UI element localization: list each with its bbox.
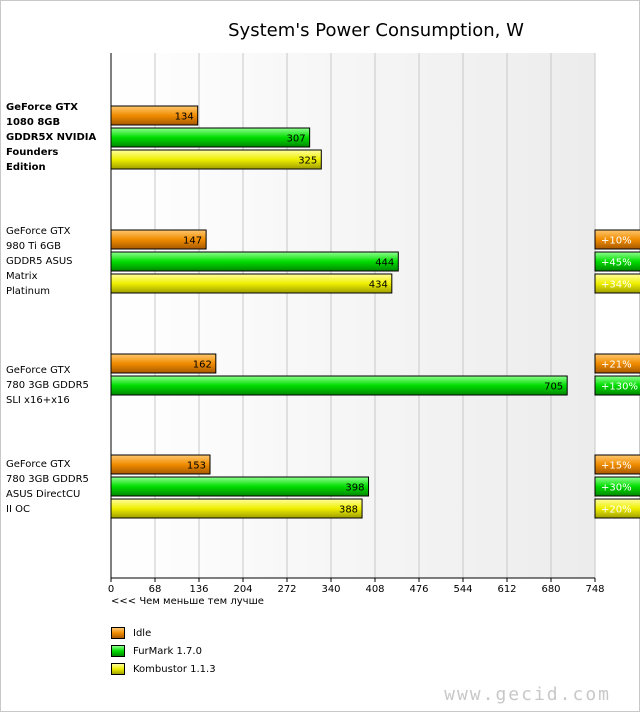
category-label-line: Matrix xyxy=(6,271,38,282)
x-tick-label: 272 xyxy=(277,584,296,595)
category-label: GeForce GTX 980 Ti 6GB GDDR5 ASUS Matrix Pla… xyxy=(6,224,106,299)
bar-idle xyxy=(110,454,211,475)
legend-item: FurMark 1.7.0 xyxy=(111,642,216,660)
delta-badge xyxy=(594,251,640,272)
category-label-line: GDDR5X NVIDIA xyxy=(6,132,97,143)
delta-label: +34% xyxy=(601,280,632,291)
bar-idle xyxy=(110,105,199,126)
legend-label: Kombustor 1.1.3 xyxy=(133,663,216,675)
delta-badge xyxy=(594,454,640,475)
delta-badge xyxy=(594,476,640,497)
delta-badge xyxy=(594,353,640,374)
x-tick-label: 680 xyxy=(541,584,560,595)
category-label-line: 980 Ti 6GB xyxy=(6,241,61,252)
bar-value-label: 153 xyxy=(187,461,206,472)
delta-badge xyxy=(594,498,640,519)
category-label-line: Platinum xyxy=(6,286,51,297)
x-tick-label: 408 xyxy=(365,584,384,595)
legend: Idle FurMark 1.7.0 Kombustor 1.1.3 xyxy=(111,624,216,678)
delta-label: +21% xyxy=(601,360,632,371)
bar-value-label: 398 xyxy=(345,483,364,494)
delta-label: +45% xyxy=(601,258,632,269)
delta-label: +15% xyxy=(601,461,632,472)
chart-title: System's Power Consumption, W xyxy=(228,20,524,41)
legend-swatch xyxy=(111,627,125,639)
x-tick-label: 340 xyxy=(321,584,340,595)
x-axis-label: <<< Чем меньше тем лучше xyxy=(111,596,264,607)
x-tick-label: 204 xyxy=(233,584,252,595)
category-label-line: GDDR5 ASUS xyxy=(6,256,73,267)
category-label-line: II OC xyxy=(6,503,30,515)
delta-badge xyxy=(594,229,640,250)
delta-label: +30% xyxy=(601,483,632,494)
bar-furmark xyxy=(110,375,568,396)
x-tick-label: 748 xyxy=(585,584,604,595)
category-label: GeForce GTX 1080 8GB GDDR5X NVIDIA Founders… xyxy=(6,100,106,175)
legend-item: Idle xyxy=(111,624,216,642)
bar-value-label: 147 xyxy=(183,236,202,247)
legend-swatch xyxy=(111,663,125,675)
bar-value-label: 134 xyxy=(175,112,194,123)
bar-value-label: 388 xyxy=(339,505,358,516)
x-tick-label: 0 xyxy=(108,584,114,595)
x-tick-label: 136 xyxy=(189,584,208,595)
category-label-line: 780 3GB GDDR5 xyxy=(6,473,89,485)
watermark: www.gecid.com xyxy=(444,684,611,705)
category-label: GeForce GTX 780 3GB GDDR5 ASUS DirectCU II … xyxy=(6,457,106,517)
x-tick-label: 68 xyxy=(149,584,162,595)
category-label-line: GeForce GTX xyxy=(6,365,71,376)
bar-value-label: 705 xyxy=(544,382,563,393)
delta-label: +10% xyxy=(601,236,632,247)
bar-kombustor xyxy=(110,273,393,294)
bar-layer: 134 307 325 147 +10% 444 +45% 434 +34% 162 +21% 705… xyxy=(110,105,640,519)
x-tick-label: 544 xyxy=(453,584,472,595)
category-label-line: GeForce GTX xyxy=(6,102,78,113)
bar-idle xyxy=(110,353,217,374)
category-label-line: GeForce GTX xyxy=(6,226,71,237)
bar-furmark xyxy=(110,251,399,272)
category-label: GeForce GTX 780 3GB GDDR5 SLI x16+x16 xyxy=(6,363,106,408)
legend-item: Kombustor 1.1.3 xyxy=(111,660,216,678)
bar-value-label: 307 xyxy=(287,134,306,145)
x-tick-label: 612 xyxy=(497,584,516,595)
bar-furmark xyxy=(110,127,311,148)
bar-idle xyxy=(110,229,207,250)
bar-value-label: 444 xyxy=(375,258,394,269)
category-label-line: GeForce GTX xyxy=(6,458,71,470)
category-label-line: Founders xyxy=(6,147,59,158)
bar-kombustor xyxy=(110,498,363,519)
bar-value-label: 434 xyxy=(369,280,388,291)
delta-label: +20% xyxy=(601,505,632,516)
bar-value-label: 325 xyxy=(298,156,317,167)
bar-value-label: 162 xyxy=(193,360,212,371)
category-label-line: Edition xyxy=(6,162,46,173)
delta-badge xyxy=(594,375,640,396)
bar-furmark xyxy=(110,476,370,497)
category-label-line: SLI x16+x16 xyxy=(6,395,70,406)
delta-badge xyxy=(594,273,640,294)
legend-swatch xyxy=(111,645,125,657)
category-label-line: 780 3GB GDDR5 xyxy=(6,380,89,391)
bar-kombustor xyxy=(110,149,322,170)
legend-label: Idle xyxy=(133,627,152,639)
category-label-line: ASUS DirectCU xyxy=(6,488,81,500)
category-label-line: 1080 8GB xyxy=(6,117,61,128)
legend-label: FurMark 1.7.0 xyxy=(133,645,202,657)
delta-label: +130% xyxy=(601,382,638,393)
x-tick-label: 476 xyxy=(409,584,428,595)
